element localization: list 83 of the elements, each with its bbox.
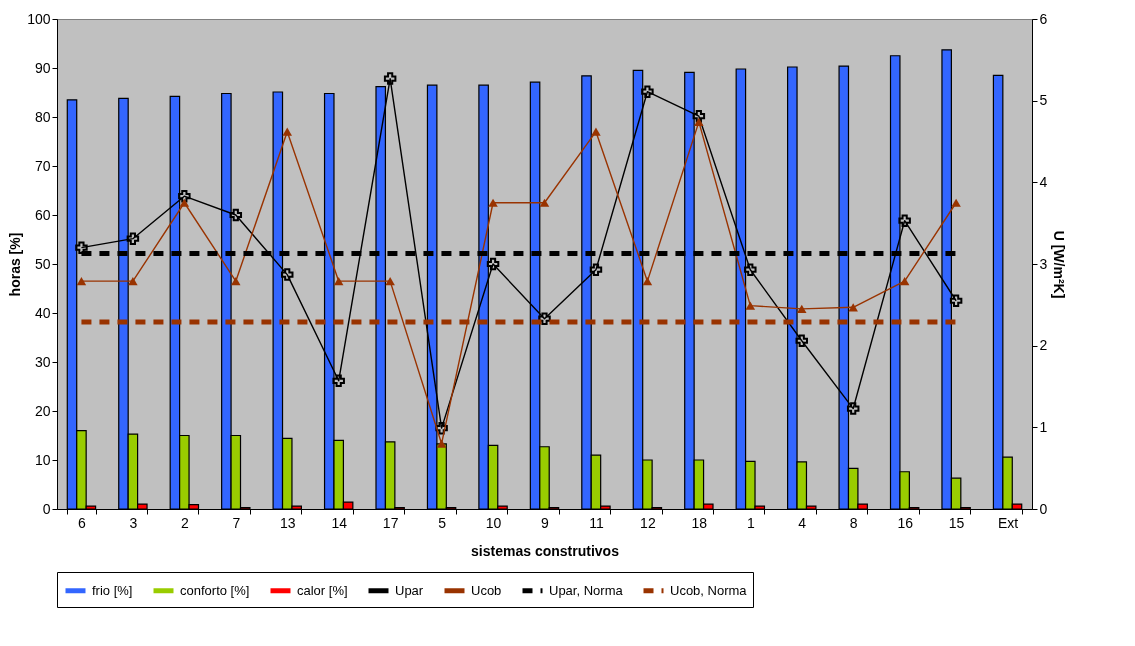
point <box>797 304 807 314</box>
point <box>281 268 294 281</box>
y2-tick-label: 5 <box>1039 92 1048 109</box>
y2-tick-label: 4 <box>1039 173 1048 190</box>
x-tick-label: 14 <box>331 514 348 531</box>
y-tick-label: 10 <box>34 451 51 468</box>
point <box>641 85 654 98</box>
y2-tick-label: 3 <box>1039 255 1048 272</box>
y-tick-label: 40 <box>34 304 51 321</box>
x-tick-label: 7 <box>232 514 241 531</box>
x-tick-label: 4 <box>798 514 807 531</box>
point <box>383 72 397 85</box>
x-tick-label: 3 <box>129 514 138 531</box>
point <box>76 277 87 286</box>
point <box>692 109 706 123</box>
legend-label: Ucob <box>471 582 502 598</box>
x-tick-label: 16 <box>897 514 914 531</box>
x-tick-label: 12 <box>640 514 656 531</box>
legend-label: Upar, Norma <box>549 582 624 598</box>
point <box>848 303 858 312</box>
point <box>642 277 653 286</box>
point <box>538 312 551 325</box>
x-tick-label: 8 <box>849 514 858 531</box>
y2-tick-label: 0 <box>1039 500 1048 517</box>
y-tick-label: 70 <box>34 157 51 174</box>
point <box>332 374 345 388</box>
point <box>75 241 88 254</box>
point <box>744 263 757 276</box>
y-axis-title: horas [%] <box>7 232 24 297</box>
point <box>486 257 500 271</box>
point <box>282 127 292 136</box>
legend-label: frio [%] <box>92 582 133 598</box>
point <box>385 277 395 286</box>
x-tick-label: 10 <box>485 514 502 531</box>
x-tick-label: 18 <box>691 514 708 531</box>
y-tick-label: 80 <box>34 108 51 125</box>
point <box>591 127 601 136</box>
point <box>951 198 961 207</box>
y-tick-label: 100 <box>27 10 51 27</box>
point <box>178 189 191 203</box>
x-tick-label: 11 <box>589 514 604 531</box>
y2-tick-label: 6 <box>1039 10 1048 27</box>
point <box>179 198 190 207</box>
point <box>694 117 704 127</box>
point <box>333 277 344 286</box>
point <box>128 277 138 286</box>
point <box>899 277 910 286</box>
point <box>589 263 603 276</box>
y2-axis-title: U [W/m²K] <box>1051 230 1068 299</box>
x-tick-label: Ext <box>997 514 1019 531</box>
point <box>539 198 550 207</box>
x-tick-label: 6 <box>78 514 87 531</box>
y-tick-label: 60 <box>34 206 51 223</box>
y-tick-label: 0 <box>42 500 51 517</box>
x-tick-label: 9 <box>541 514 550 531</box>
point <box>435 421 448 435</box>
x-axis-title: sistemas construtivos <box>471 542 620 559</box>
x-tick-label: 17 <box>382 514 399 531</box>
point <box>229 208 243 222</box>
point <box>898 214 911 227</box>
y2-tick-label: 1 <box>1039 418 1048 435</box>
x-tick-label: 1 <box>746 514 755 531</box>
x-tick-label: 13 <box>279 514 296 531</box>
legend-label: calor [%] <box>297 582 348 598</box>
legend-label: Ucob, Norma <box>670 582 748 598</box>
legend-label: conforto [%] <box>180 582 250 598</box>
point <box>745 301 756 310</box>
y-tick-label: 50 <box>34 255 51 272</box>
point <box>231 277 241 286</box>
point <box>436 439 447 448</box>
y2-tick-label: 2 <box>1039 337 1048 354</box>
y-tick-label: 20 <box>34 402 51 419</box>
point <box>795 334 808 348</box>
y-tick-label: 30 <box>34 353 51 370</box>
point <box>949 294 963 307</box>
point <box>126 232 140 245</box>
x-tick-label: 15 <box>948 514 965 531</box>
x-tick-label: 5 <box>438 514 447 531</box>
y-tick-label: 90 <box>34 59 51 76</box>
point <box>488 198 498 207</box>
legend-label: Upar <box>395 582 424 598</box>
x-tick-label: 2 <box>180 514 189 531</box>
point <box>846 402 860 415</box>
